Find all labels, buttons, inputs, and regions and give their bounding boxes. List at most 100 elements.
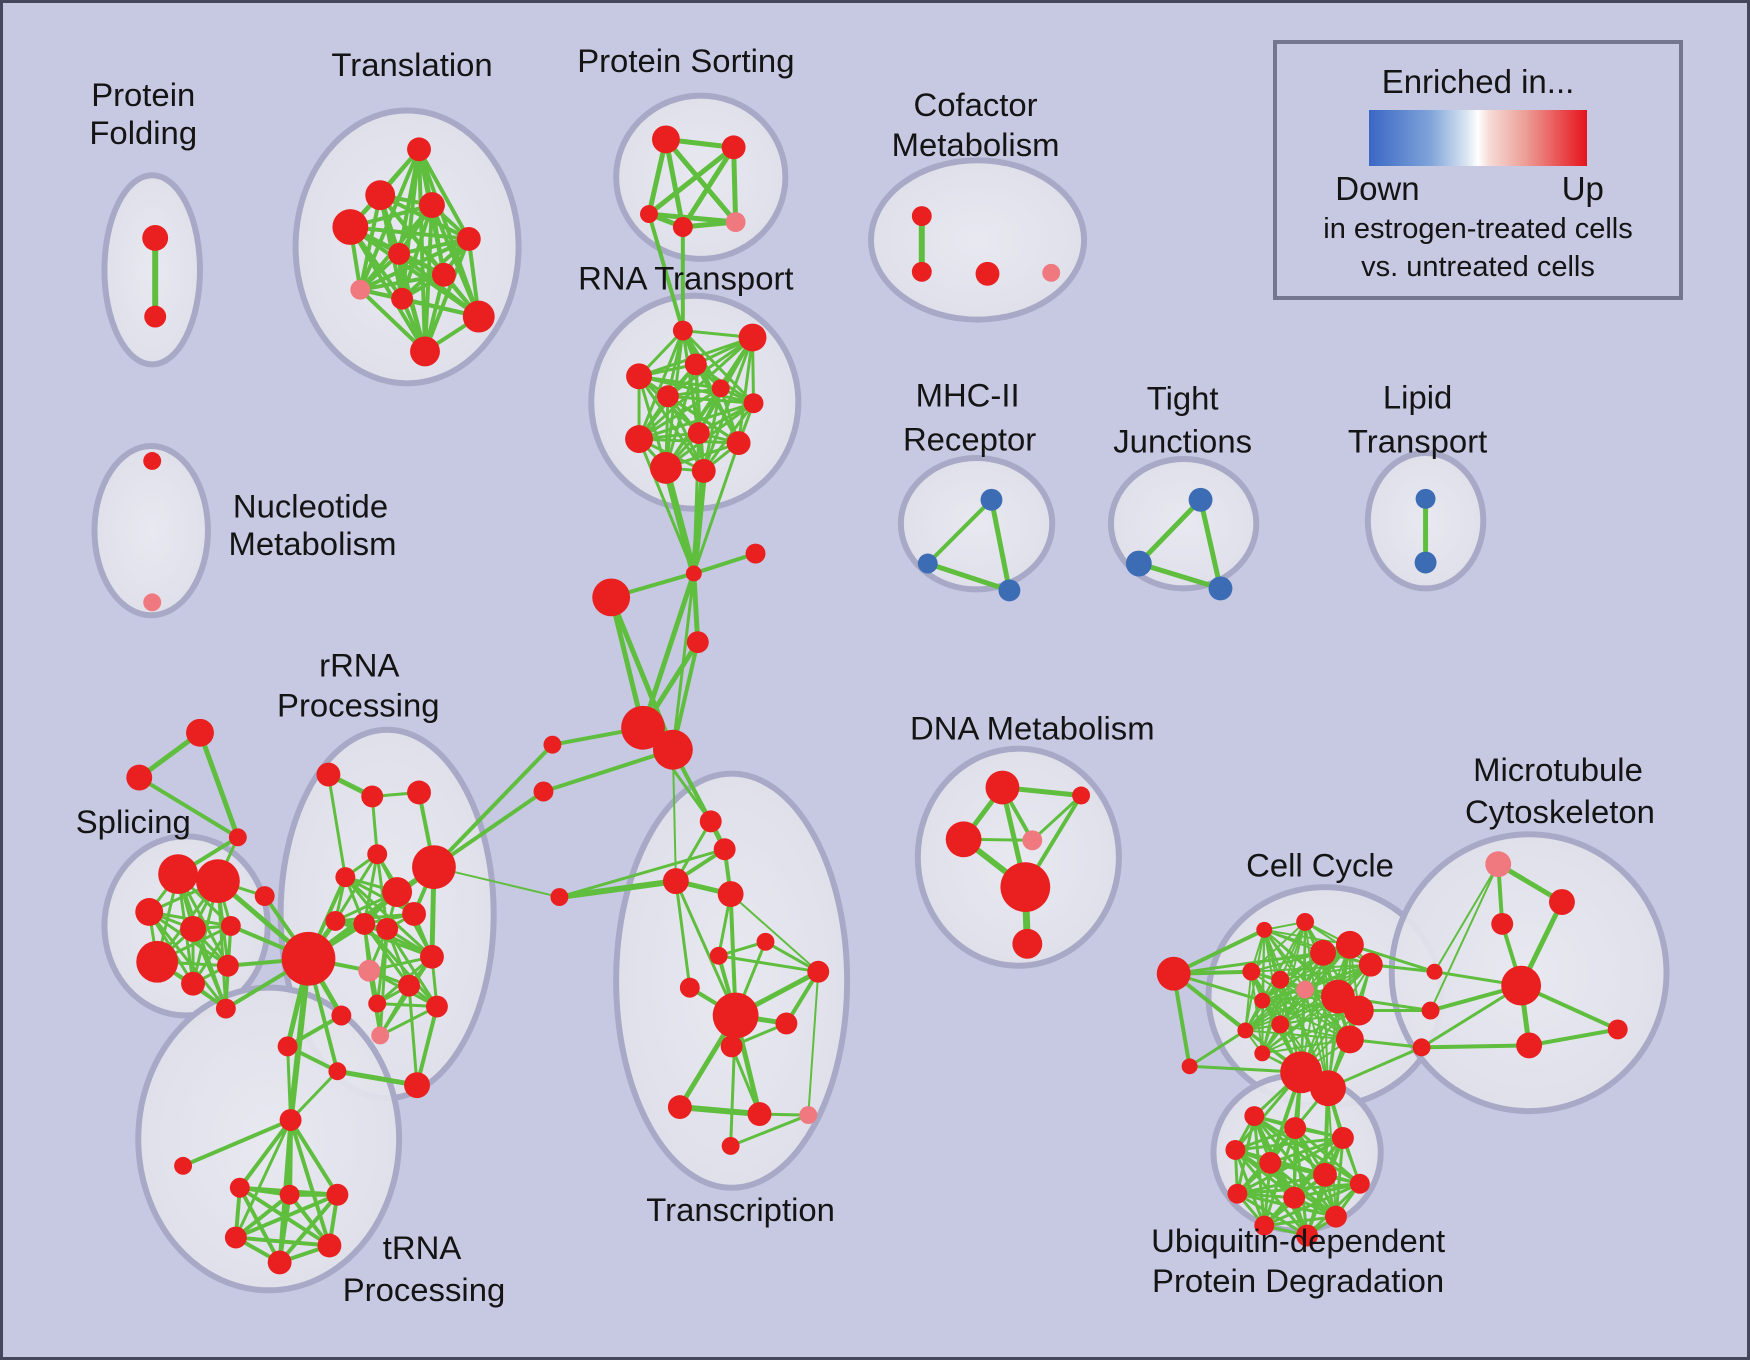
gene-set-node-148[interactable] — [917, 553, 938, 574]
gene-set-node-127[interactable] — [376, 917, 399, 940]
gene-set-node-106[interactable] — [135, 898, 164, 926]
gene-set-node-113[interactable] — [186, 718, 214, 747]
gene-set-node-88[interactable] — [1549, 889, 1575, 915]
gene-set-node-145[interactable] — [317, 1233, 342, 1258]
gene-set-node-65[interactable] — [1181, 1058, 1198, 1075]
gene-set-node-15[interactable] — [640, 205, 658, 224]
gene-set-node-23[interactable] — [738, 323, 767, 352]
gene-set-node-105[interactable] — [196, 859, 240, 904]
gene-set-node-28[interactable] — [743, 393, 764, 414]
gene-set-node-38[interactable] — [621, 705, 665, 750]
gene-set-node-61[interactable] — [1022, 830, 1043, 851]
gene-set-node-103[interactable] — [1296, 1224, 1319, 1247]
gene-set-node-52[interactable] — [775, 1012, 798, 1035]
gene-set-node-144[interactable] — [224, 1226, 247, 1249]
gene-set-node-121[interactable] — [367, 844, 388, 865]
gene-set-node-33[interactable] — [691, 458, 716, 483]
gene-set-node-19[interactable] — [911, 261, 932, 282]
gene-set-node-64[interactable] — [1156, 956, 1191, 991]
gene-set-node-20[interactable] — [975, 261, 1000, 286]
gene-set-node-72[interactable] — [1271, 1015, 1290, 1034]
gene-set-node-69[interactable] — [1271, 970, 1290, 989]
gene-set-node-85[interactable] — [1412, 1038, 1431, 1057]
gene-set-node-29[interactable] — [687, 422, 710, 445]
gene-set-node-50[interactable] — [679, 977, 700, 998]
gene-set-node-143[interactable] — [326, 1183, 349, 1206]
gene-set-node-18[interactable] — [911, 206, 932, 227]
gene-set-node-36[interactable] — [592, 578, 631, 617]
gene-set-node-51[interactable] — [712, 992, 759, 1039]
gene-set-node-68[interactable] — [1242, 962, 1261, 981]
gene-set-node-110[interactable] — [181, 971, 205, 996]
gene-set-node-7[interactable] — [388, 242, 411, 265]
gene-set-node-6[interactable] — [456, 227, 481, 251]
gene-set-node-63[interactable] — [1012, 928, 1043, 959]
gene-set-node-123[interactable] — [412, 845, 456, 890]
gene-set-node-48[interactable] — [756, 932, 775, 951]
gene-set-node-93[interactable] — [1284, 1117, 1307, 1139]
gene-set-node-9[interactable] — [350, 279, 371, 300]
gene-set-node-12[interactable] — [410, 336, 440, 367]
gene-set-node-70[interactable] — [1296, 980, 1315, 999]
gene-set-node-146[interactable] — [267, 1250, 292, 1275]
gene-set-node-118[interactable] — [407, 780, 431, 805]
gene-set-node-155[interactable] — [143, 452, 162, 470]
gene-set-node-153[interactable] — [1415, 488, 1436, 509]
gene-set-node-83[interactable] — [1426, 963, 1443, 980]
gene-set-node-55[interactable] — [747, 1102, 772, 1127]
gene-set-node-119[interactable] — [281, 931, 336, 986]
gene-set-node-43[interactable] — [713, 838, 736, 861]
gene-set-node-74[interactable] — [1254, 1045, 1271, 1062]
gene-set-node-139[interactable] — [279, 1109, 302, 1132]
gene-set-node-75[interactable] — [1310, 939, 1336, 966]
gene-set-node-30[interactable] — [625, 425, 653, 454]
gene-set-node-71[interactable] — [1254, 992, 1271, 1009]
gene-set-node-132[interactable] — [368, 994, 387, 1013]
gene-set-node-24[interactable] — [684, 353, 707, 376]
gene-set-node-142[interactable] — [279, 1184, 300, 1205]
gene-set-node-150[interactable] — [1188, 487, 1213, 512]
gene-set-node-100[interactable] — [1283, 1186, 1306, 1209]
gene-set-node-135[interactable] — [277, 1036, 298, 1057]
gene-set-node-91[interactable] — [1607, 1019, 1628, 1040]
gene-set-node-10[interactable] — [391, 287, 414, 310]
gene-set-node-120[interactable] — [254, 886, 275, 906]
gene-set-node-96[interactable] — [1259, 1151, 1282, 1174]
gene-set-node-62[interactable] — [1000, 862, 1051, 912]
gene-set-node-60[interactable] — [945, 821, 982, 858]
gene-set-node-97[interactable] — [1313, 1162, 1337, 1187]
gene-set-node-141[interactable] — [229, 1177, 250, 1198]
gene-set-node-124[interactable] — [382, 877, 413, 907]
gene-set-node-45[interactable] — [717, 881, 744, 907]
gene-set-node-156[interactable] — [143, 593, 162, 612]
gene-set-node-1[interactable] — [144, 305, 167, 328]
gene-set-node-59[interactable] — [1072, 786, 1091, 805]
gene-set-node-44[interactable] — [662, 868, 689, 895]
gene-set-node-116[interactable] — [316, 762, 341, 787]
gene-set-node-37[interactable] — [686, 631, 709, 654]
gene-set-node-154[interactable] — [1414, 551, 1437, 574]
gene-set-node-80[interactable] — [1335, 1025, 1364, 1054]
gene-set-node-17[interactable] — [725, 212, 746, 232]
gene-set-node-67[interactable] — [1296, 912, 1315, 931]
gene-set-node-126[interactable] — [353, 912, 376, 935]
gene-set-node-111[interactable] — [216, 954, 239, 977]
gene-set-node-108[interactable] — [220, 915, 241, 936]
gene-set-node-147[interactable] — [980, 488, 1003, 511]
gene-set-node-13[interactable] — [651, 125, 680, 154]
gene-set-node-133[interactable] — [420, 944, 444, 969]
gene-set-node-136[interactable] — [328, 1062, 347, 1081]
gene-set-node-84[interactable] — [1421, 1001, 1440, 1020]
gene-set-node-95[interactable] — [1225, 1139, 1246, 1160]
gene-set-node-42[interactable] — [699, 810, 722, 833]
gene-set-node-2[interactable] — [407, 137, 431, 162]
gene-set-node-14[interactable] — [721, 135, 746, 160]
gene-set-node-89[interactable] — [1501, 965, 1542, 1006]
gene-set-node-31[interactable] — [726, 431, 751, 455]
gene-set-node-130[interactable] — [398, 974, 421, 997]
gene-set-node-117[interactable] — [361, 785, 384, 808]
gene-set-node-87[interactable] — [1491, 912, 1514, 935]
gene-set-node-114[interactable] — [126, 764, 153, 791]
gene-set-node-115[interactable] — [228, 828, 247, 847]
gene-set-node-56[interactable] — [799, 1106, 818, 1125]
